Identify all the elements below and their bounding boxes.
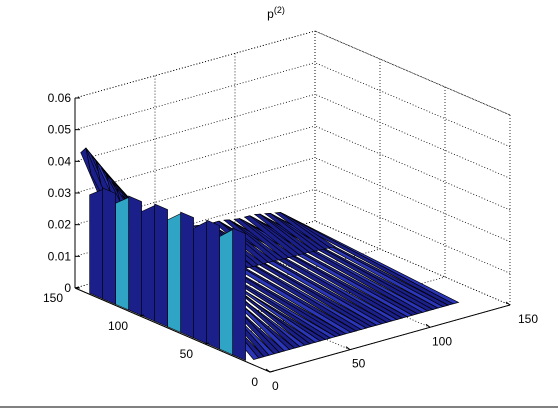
grid-line <box>74 157 316 226</box>
z-tick-label: 0.05 <box>48 123 72 137</box>
x-tick-label: 100 <box>432 334 452 348</box>
chart-title-superscript: (2) <box>274 5 285 15</box>
grid-line <box>74 30 316 99</box>
x-tick-mark <box>345 346 351 351</box>
surface-edge-panel <box>167 213 181 333</box>
surface-edge-panel <box>206 219 220 350</box>
y-tick-label: 100 <box>108 319 128 333</box>
x-tick-label: 50 <box>352 357 366 371</box>
y-tick-label: 50 <box>180 347 194 361</box>
grid-line <box>74 93 316 162</box>
z-tick-label: 0.03 <box>48 186 72 200</box>
surface-edge-panel <box>102 187 116 305</box>
z-tick-label: 0 <box>64 281 71 295</box>
surface-edge-panel <box>193 221 207 345</box>
surface-edge-panel <box>115 197 129 311</box>
surface-edge-panel <box>141 205 155 322</box>
surface-edge-panel <box>154 203 168 328</box>
chart-title: p(2) <box>267 5 285 21</box>
x-tick-label: 150 <box>518 312 538 326</box>
z-tick-label: 0.04 <box>48 154 72 168</box>
z-tick-label: 0.01 <box>48 249 72 263</box>
y-tick-mark <box>139 314 145 317</box>
y-tick-mark <box>74 286 80 289</box>
surface-edge-panel <box>89 189 103 300</box>
surface-edge-panel <box>219 229 233 356</box>
z-tick-label: 0.02 <box>48 218 72 232</box>
axis-line <box>269 304 511 373</box>
x-tick-mark <box>425 323 431 328</box>
surface-edge-panel <box>232 227 246 361</box>
y-tick-mark <box>269 370 275 373</box>
tick-labels: 00.010.020.030.040.050.06050100150050100… <box>43 91 538 393</box>
x-tick-label: 0 <box>272 379 279 393</box>
surface <box>80 147 460 361</box>
grid-line <box>314 93 511 179</box>
z-tick-label: 0.06 <box>48 91 72 105</box>
axis-line <box>74 287 271 373</box>
x-tick-mark <box>265 368 271 373</box>
grid-edge <box>74 30 316 99</box>
y-tick-label: 0 <box>251 375 258 389</box>
grid-line <box>314 125 511 211</box>
x-tick-mark <box>505 301 511 306</box>
y-tick-label: 150 <box>43 291 63 305</box>
grid-line <box>314 157 511 243</box>
grid-line <box>74 188 316 257</box>
y-tick-mark <box>204 342 210 345</box>
surface-wall <box>280 212 336 249</box>
grid-line <box>74 62 316 131</box>
grid-line <box>74 125 316 194</box>
surface-edge-panel <box>128 195 142 317</box>
grid-line <box>314 62 511 148</box>
surface-edge-panel <box>180 211 194 339</box>
